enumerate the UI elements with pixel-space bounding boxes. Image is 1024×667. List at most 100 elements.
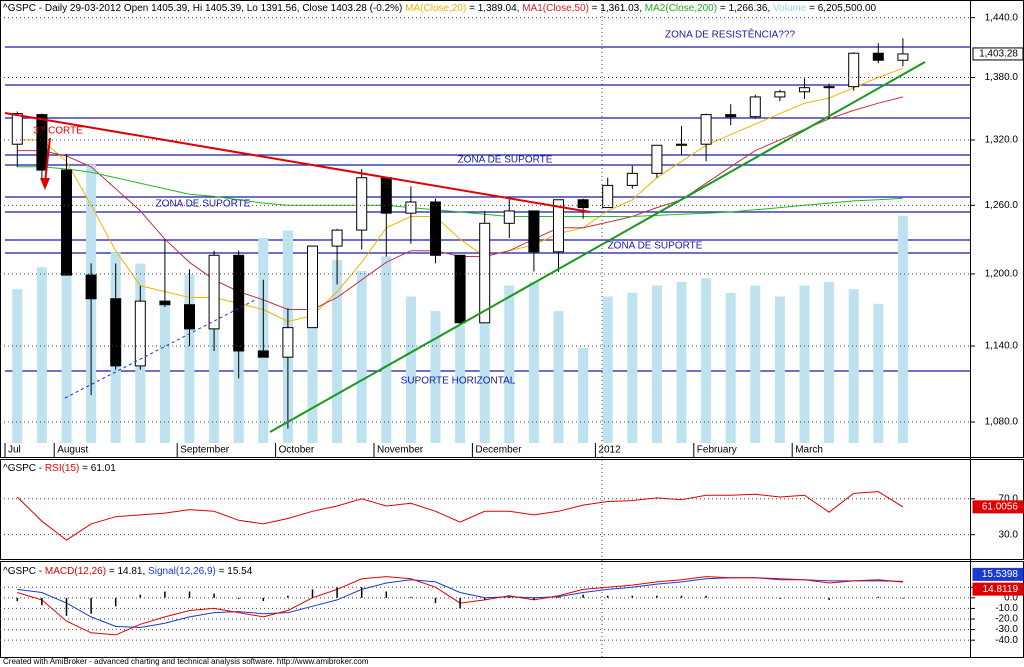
- volume-bar: [455, 325, 466, 443]
- candle-body: [651, 144, 663, 174]
- x-tick-label: March: [795, 445, 823, 456]
- volume-bar: [479, 267, 490, 443]
- value-tag: [972, 500, 1024, 514]
- x-tick-label: December: [475, 445, 522, 456]
- value-tag: [972, 567, 1024, 581]
- header-part: = 1,389.04,: [466, 3, 522, 14]
- y-tick-label: 1,380.0: [985, 72, 1019, 83]
- candle-body: [848, 52, 860, 88]
- volume-bar: [332, 259, 343, 443]
- histogram-bar: [188, 591, 191, 598]
- volume-bar: [356, 270, 367, 443]
- x-tick-label: September: [180, 445, 230, 456]
- histogram-bar: [533, 597, 535, 600]
- marks-layer: [11, 38, 909, 636]
- histogram-bar: [65, 597, 68, 616]
- volume-bar: [553, 311, 564, 443]
- volume-bar: [36, 267, 47, 443]
- value-tag-label: 14.8119: [983, 584, 1019, 595]
- histogram-bar: [287, 595, 289, 598]
- volume-bar: [701, 278, 712, 443]
- candle-body: [208, 254, 220, 330]
- x-tick-label: October: [279, 445, 315, 456]
- candle-body: [774, 91, 786, 98]
- candle-body: [233, 254, 245, 352]
- panel-header: ^GSPC - Daily 29-03-2012 Open 1405.39, H…: [3, 3, 877, 14]
- header-part: MACD(12,26): [45, 566, 106, 577]
- histogram-bar: [877, 596, 880, 598]
- panel-header: ^GSPC - RSI(15) = 61.01: [3, 463, 116, 474]
- volume-bar: [578, 347, 589, 443]
- candle-body: [184, 304, 195, 330]
- volume-bar: [307, 267, 318, 443]
- histogram-bar: [582, 594, 584, 598]
- candle-body: [602, 184, 614, 209]
- volume-bar: [159, 303, 170, 443]
- candle-body: [110, 298, 122, 367]
- histogram-bar: [828, 597, 830, 600]
- candle-body: [749, 96, 761, 118]
- candle-body: [282, 327, 294, 358]
- histogram-bar: [705, 595, 707, 598]
- candle-body: [159, 300, 171, 306]
- candle-body: [626, 172, 638, 186]
- panel-header: ^GSPC - MACD(12,26) = 14.81, Signal(12,2…: [3, 566, 253, 577]
- histogram-bar: [410, 596, 412, 598]
- candle-body: [479, 222, 491, 324]
- candle-body: [503, 210, 515, 224]
- rsi-panel: [0, 459, 1024, 560]
- volume-bar: [381, 256, 392, 443]
- y-tick-label: -40.0: [995, 635, 1018, 646]
- histogram-bar: [902, 597, 904, 599]
- candle-body: [134, 300, 146, 367]
- value-tag: [972, 582, 1024, 596]
- histogram-bar: [237, 597, 240, 599]
- histogram-bar: [262, 597, 265, 601]
- annotation: ZONA DE SUPORTE: [156, 199, 251, 210]
- value-tag-label: 15.5398: [982, 569, 1019, 580]
- volume-bar: [750, 285, 761, 443]
- candle-body: [380, 177, 392, 214]
- histogram-bar: [680, 595, 683, 598]
- volume-bar: [725, 292, 736, 443]
- value-tag: [972, 47, 1024, 61]
- candle-body: [257, 350, 269, 358]
- annotation: ZONA DE RESISTÊNCIA???: [665, 28, 795, 41]
- y-tick-label: -10.0: [995, 603, 1018, 614]
- candle-body: [36, 114, 48, 171]
- header-part: ^GSPC -: [3, 566, 45, 577]
- candle-body: [676, 143, 687, 146]
- candle-body: [823, 86, 835, 89]
- histogram-bar: [434, 597, 437, 604]
- histogram-bar: [631, 595, 634, 598]
- y-tick-label: 30.0: [999, 529, 1019, 540]
- candle-body: [897, 53, 909, 61]
- volume-bar: [61, 193, 72, 443]
- histogram-bar: [164, 591, 166, 598]
- histogram-bar: [336, 587, 338, 598]
- header-part: Signal(12,26,9): [148, 566, 216, 577]
- histogram-bar: [16, 597, 19, 601]
- y-tick-label: 1,260.0: [985, 200, 1019, 211]
- histogram-bar: [656, 595, 658, 598]
- candle-body: [528, 210, 540, 253]
- arrow-shaft: [44, 137, 51, 183]
- header-part: MA1(Close,50): [522, 3, 589, 14]
- footer: Created with AmiBroker - advanced charti…: [3, 657, 369, 666]
- header-part: = 1,361.03,: [589, 3, 645, 14]
- candle-body: [577, 199, 589, 209]
- header-part: RSI(15): [45, 463, 79, 474]
- y-tick-label: 0.0: [1004, 592, 1018, 603]
- header-part: = 1,266.36,: [717, 3, 773, 14]
- candle-body: [331, 229, 343, 247]
- candle-body: [405, 201, 417, 214]
- candle-body: [454, 254, 466, 324]
- x-tick-label: Jul: [8, 445, 21, 456]
- header-part: ^GSPC -: [3, 463, 45, 474]
- volume-bar: [405, 296, 416, 443]
- candle-body: [61, 169, 72, 276]
- histogram-bar: [90, 597, 92, 614]
- histogram-bar: [557, 596, 560, 598]
- histogram-bar: [508, 596, 511, 598]
